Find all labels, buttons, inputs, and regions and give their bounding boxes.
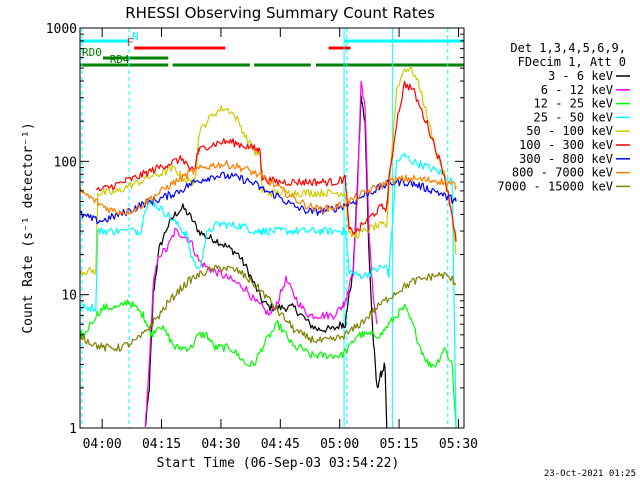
flag-label-night: N (132, 30, 139, 43)
legend-label-3-6-kev: 3 - 6 keV (548, 69, 613, 83)
y-tick-label: 1 (69, 422, 77, 437)
y-axis-label: Count Rate (s⁻¹ detector⁻¹) (21, 122, 36, 333)
series-line-25-50-kev (79, 152, 457, 429)
series-line-300-800-kev (79, 171, 457, 225)
legend-label-12-25-kev: 12 - 25 keV (534, 97, 613, 111)
flags-layer: NF RD0 RD4 (80, 30, 464, 67)
series-line-3-6-kev (144, 95, 388, 429)
x-tick-label: 05:30 (439, 437, 478, 452)
x-tick-label: 05:15 (380, 437, 419, 452)
x-tick-label: 04:15 (142, 437, 181, 452)
flag-label-decimation-4: RD4 (110, 53, 130, 66)
x-tick-label: 04:00 (83, 437, 122, 452)
legend-label-800-7000-kev: 800 - 7000 keV (512, 166, 613, 180)
series-line-7000-15000-kev (79, 264, 457, 352)
legend-label-7000-15000-kev: 7000 - 15000 keV (497, 179, 613, 193)
footer-timestamp: 23-Oct-2021 01:25 (544, 469, 636, 479)
legend-header-line-2: FDecim 1, Att 0 (518, 55, 626, 69)
x-tick-label: 04:30 (201, 437, 240, 452)
y-tick-label: 10 (61, 289, 77, 304)
series-line-12-25-kev (79, 299, 457, 429)
legend-label-6-12-kev: 6 - 12 keV (541, 83, 613, 97)
series-line-50-100-kev (79, 65, 457, 276)
legend-label-50-100-kev: 50 - 100 keV (526, 124, 613, 138)
flag-label-decimation-0: RD0 (82, 46, 102, 59)
legend-label-300-800-kev: 300 - 800 keV (519, 152, 613, 166)
series-layer (79, 65, 457, 429)
y-tick-label: 100 (54, 155, 77, 170)
axis-layer: 1 10 100 1000 04:00 04:15 04:30 04:45 05:00 05:15… (46, 22, 478, 452)
legend-label-100-300-kev: 100 - 300 keV (519, 138, 613, 152)
plot-frame (79, 27, 465, 429)
series-line-800-7000-kev (79, 160, 457, 216)
x-axis-label: Start Time (06-Sep-03 03:54:22) (157, 456, 400, 471)
legend-label-25-50-kev: 25 - 50 keV (534, 110, 613, 124)
chart-title: RHESSI Observing Summary Count Rates (125, 4, 435, 22)
x-tick-label: 04:45 (261, 437, 300, 452)
legend-header-line-1: Det 1,3,4,5,6,9, (510, 41, 626, 55)
legend: Det 1,3,4,5,6,9, FDecim 1, Att 0 3 - 6 k… (497, 41, 630, 193)
x-tick-label: 05:00 (320, 437, 359, 452)
y-tick-label: 1000 (46, 22, 77, 37)
flag-label-flare: F (127, 36, 134, 49)
series-line-100-300-kev (95, 80, 457, 242)
